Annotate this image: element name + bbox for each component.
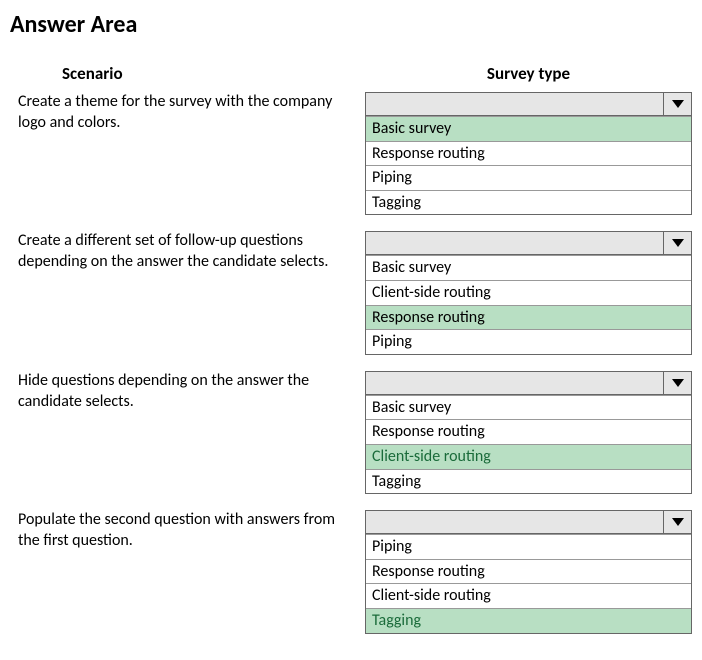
dropdown-option[interactable]: Basic survey bbox=[366, 255, 691, 280]
dropdown-head-spacer bbox=[366, 372, 663, 394]
dropdown-head-spacer bbox=[366, 232, 663, 254]
dropdown-option[interactable]: Piping bbox=[366, 329, 691, 354]
chevron-down-icon[interactable] bbox=[663, 232, 691, 254]
dropdown-option[interactable]: Response routing bbox=[366, 419, 691, 444]
dropdown-option[interactable]: Piping bbox=[366, 165, 691, 190]
dropdown-option[interactable]: Tagging bbox=[366, 608, 691, 633]
dropdown-head-spacer bbox=[366, 93, 663, 115]
dropdown-option[interactable]: Basic survey bbox=[366, 116, 691, 141]
dropdown-head-spacer bbox=[366, 511, 663, 533]
dropdown-option[interactable]: Response routing bbox=[366, 305, 691, 330]
survey-type-dropdown[interactable]: Basic surveyResponse routingPipingTaggin… bbox=[365, 92, 692, 215]
table-row: Create a different set of follow-up ques… bbox=[10, 231, 692, 354]
rows-container: Create a theme for the survey with the c… bbox=[10, 92, 692, 634]
scenario-text: Hide questions depending on the answer t… bbox=[18, 371, 349, 413]
dropdown-head[interactable] bbox=[366, 231, 691, 255]
survey-type-dropdown[interactable]: Basic surveyResponse routingClient-side … bbox=[365, 371, 692, 494]
chevron-down-icon[interactable] bbox=[663, 93, 691, 115]
scenario-text: Create a different set of follow-up ques… bbox=[18, 231, 349, 273]
dropdown-option[interactable]: Response routing bbox=[366, 559, 691, 584]
dropdown-option[interactable]: Tagging bbox=[366, 469, 691, 494]
table-row: Create a theme for the survey with the c… bbox=[10, 92, 692, 215]
dropdown-head[interactable] bbox=[366, 371, 691, 395]
chevron-down-icon[interactable] bbox=[663, 372, 691, 394]
dropdown-option[interactable]: Client-side routing bbox=[366, 280, 691, 305]
header-survey-type: Survey type bbox=[365, 63, 692, 84]
dropdown-option[interactable]: Client-side routing bbox=[366, 444, 691, 469]
table-row: Populate the second question with answer… bbox=[10, 510, 692, 633]
survey-type-dropdown[interactable]: PipingResponse routingClient-side routin… bbox=[365, 510, 692, 633]
page-title: Answer Area bbox=[10, 10, 692, 39]
dropdown-option[interactable]: Piping bbox=[366, 534, 691, 559]
column-headers: Scenario Survey type bbox=[10, 63, 692, 84]
scenario-text: Populate the second question with answer… bbox=[18, 510, 349, 552]
dropdown-option[interactable]: Client-side routing bbox=[366, 583, 691, 608]
dropdown-head[interactable] bbox=[366, 92, 691, 116]
survey-type-dropdown[interactable]: Basic surveyClient-side routingResponse … bbox=[365, 231, 692, 354]
dropdown-option[interactable]: Response routing bbox=[366, 141, 691, 166]
header-scenario: Scenario bbox=[18, 63, 349, 84]
chevron-down-icon[interactable] bbox=[663, 511, 691, 533]
table-row: Hide questions depending on the answer t… bbox=[10, 371, 692, 494]
dropdown-option[interactable]: Tagging bbox=[366, 190, 691, 215]
dropdown-option[interactable]: Basic survey bbox=[366, 395, 691, 420]
dropdown-head[interactable] bbox=[366, 510, 691, 534]
scenario-text: Create a theme for the survey with the c… bbox=[18, 92, 349, 134]
